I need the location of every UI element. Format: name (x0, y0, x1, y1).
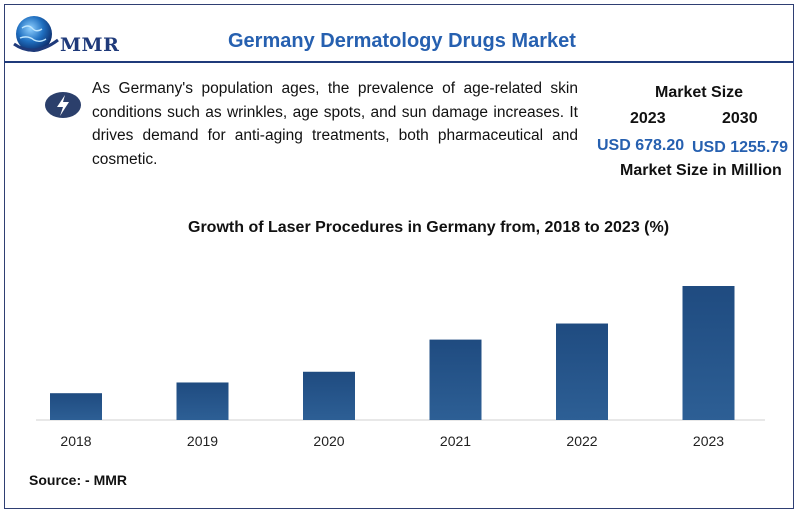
market-size-heading: Market Size (655, 84, 744, 101)
mmr-logo: MMR (12, 14, 122, 60)
lightning-bolt-icon (45, 92, 81, 118)
bar-2022 (556, 323, 608, 420)
x-tick-label-2022: 2022 (566, 433, 597, 449)
bar-2020 (303, 371, 355, 420)
x-tick-label-2021: 2021 (440, 433, 471, 449)
bar-2023 (682, 286, 735, 420)
bar-2018 (50, 393, 102, 420)
page-title: Germany Dermatology Drugs Market (228, 30, 576, 52)
x-tick-label-2020: 2020 (313, 433, 344, 449)
x-tick-label-2019: 2019 (187, 433, 218, 449)
chart-title: Growth of Laser Procedures in Germany fr… (188, 219, 670, 236)
logo-text: MMR (60, 34, 120, 56)
market-size-value-2030: USD 1255.79 (692, 139, 789, 156)
source-note: Source: - MMR (29, 472, 127, 488)
header-divider (4, 61, 794, 63)
market-size-year-2023: 2023 (630, 110, 666, 127)
bar-2021 (429, 339, 482, 420)
x-tick-label-2023: 2023 (693, 433, 724, 449)
market-size-unit: Market Size in Million (620, 162, 782, 179)
market-size-value-2023: USD 678.20 (597, 137, 685, 154)
market-description: As Germany's population ages, the preval… (92, 80, 578, 168)
infographic-frame (4, 4, 794, 509)
bar-2019 (176, 382, 229, 420)
x-tick-label-2018: 2018 (60, 433, 91, 449)
bar-chart: 2018 2019 2020 2021 2022 2023 (36, 286, 765, 449)
market-size-year-2030: 2030 (722, 110, 758, 127)
globe-icon (13, 16, 59, 52)
